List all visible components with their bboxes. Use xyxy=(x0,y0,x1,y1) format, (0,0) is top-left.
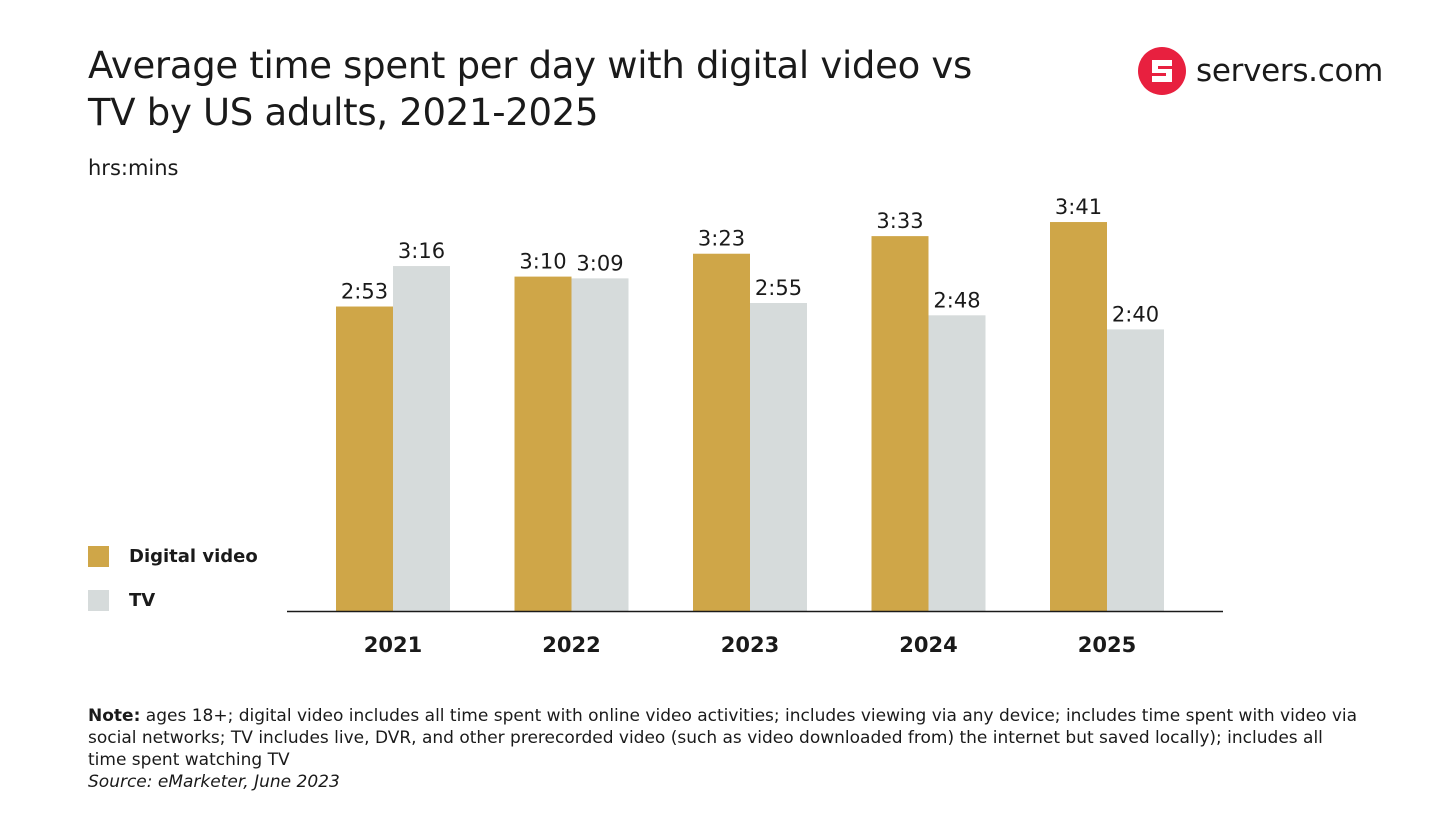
bar-chart: 2:53 3:16 2021 3:10 3:09 2022 3:23 2:55 2023 3:33… xyxy=(287,195,1223,657)
legend-swatch-digital-video xyxy=(88,545,109,567)
data-label-tv-2023: 2:55 xyxy=(755,276,802,300)
bar-tv-2021 xyxy=(393,266,450,611)
legend: Digital video TV xyxy=(88,544,258,632)
bar-tv-2022 xyxy=(571,278,629,611)
note-label: Note: xyxy=(88,706,141,726)
logo-text: servers.com xyxy=(1196,53,1384,89)
x-tick-label-2024: 2024 xyxy=(899,633,957,657)
legend-label-tv: TV xyxy=(129,589,156,611)
footnote: Note: ages 18+; digital video includes a… xyxy=(88,705,1358,793)
bar-digital-video-2025 xyxy=(1050,222,1107,612)
legend-item-digital-video: Digital video xyxy=(88,544,258,568)
source-text: Source: eMarketer, June 2023 xyxy=(88,772,340,792)
legend-item-tv: TV xyxy=(88,588,258,612)
legend-label-digital-video: Digital video xyxy=(129,545,258,567)
bar-digital-video-2023 xyxy=(693,253,750,611)
data-label-tv-2022: 3:09 xyxy=(576,251,623,275)
bar-tv-2024 xyxy=(928,315,986,611)
legend-swatch-tv xyxy=(88,589,109,611)
data-label-digital-video-2021: 2:53 xyxy=(341,280,388,304)
data-label-digital-video-2024: 3:33 xyxy=(876,209,923,233)
x-tick-label-2025: 2025 xyxy=(1078,633,1136,657)
data-label-tv-2025: 2:40 xyxy=(1112,302,1159,326)
data-label-digital-video-2022: 3:10 xyxy=(519,250,566,274)
servers-logo-icon xyxy=(1138,47,1186,95)
bar-tv-2025 xyxy=(1107,329,1164,611)
note-text: ages 18+; digital video includes all tim… xyxy=(88,706,1358,770)
bar-digital-video-2021 xyxy=(336,306,393,611)
brand-logo: servers.com xyxy=(1138,46,1383,96)
x-tick-label-2023: 2023 xyxy=(721,633,779,657)
x-tick-label-2022: 2022 xyxy=(542,633,600,657)
chart-title: Average time spent per day with digital … xyxy=(88,44,972,134)
data-label-digital-video-2025: 3:41 xyxy=(1055,195,1102,219)
bar-digital-video-2024 xyxy=(871,236,929,611)
data-label-digital-video-2023: 3:23 xyxy=(698,227,745,251)
unit-label: hrs:mins xyxy=(88,156,179,180)
x-tick-label-2021: 2021 xyxy=(364,633,422,657)
data-label-tv-2021: 3:16 xyxy=(398,239,445,263)
bar-digital-video-2022 xyxy=(514,276,572,611)
bar-tv-2023 xyxy=(750,303,807,611)
data-label-tv-2024: 2:48 xyxy=(933,288,980,312)
